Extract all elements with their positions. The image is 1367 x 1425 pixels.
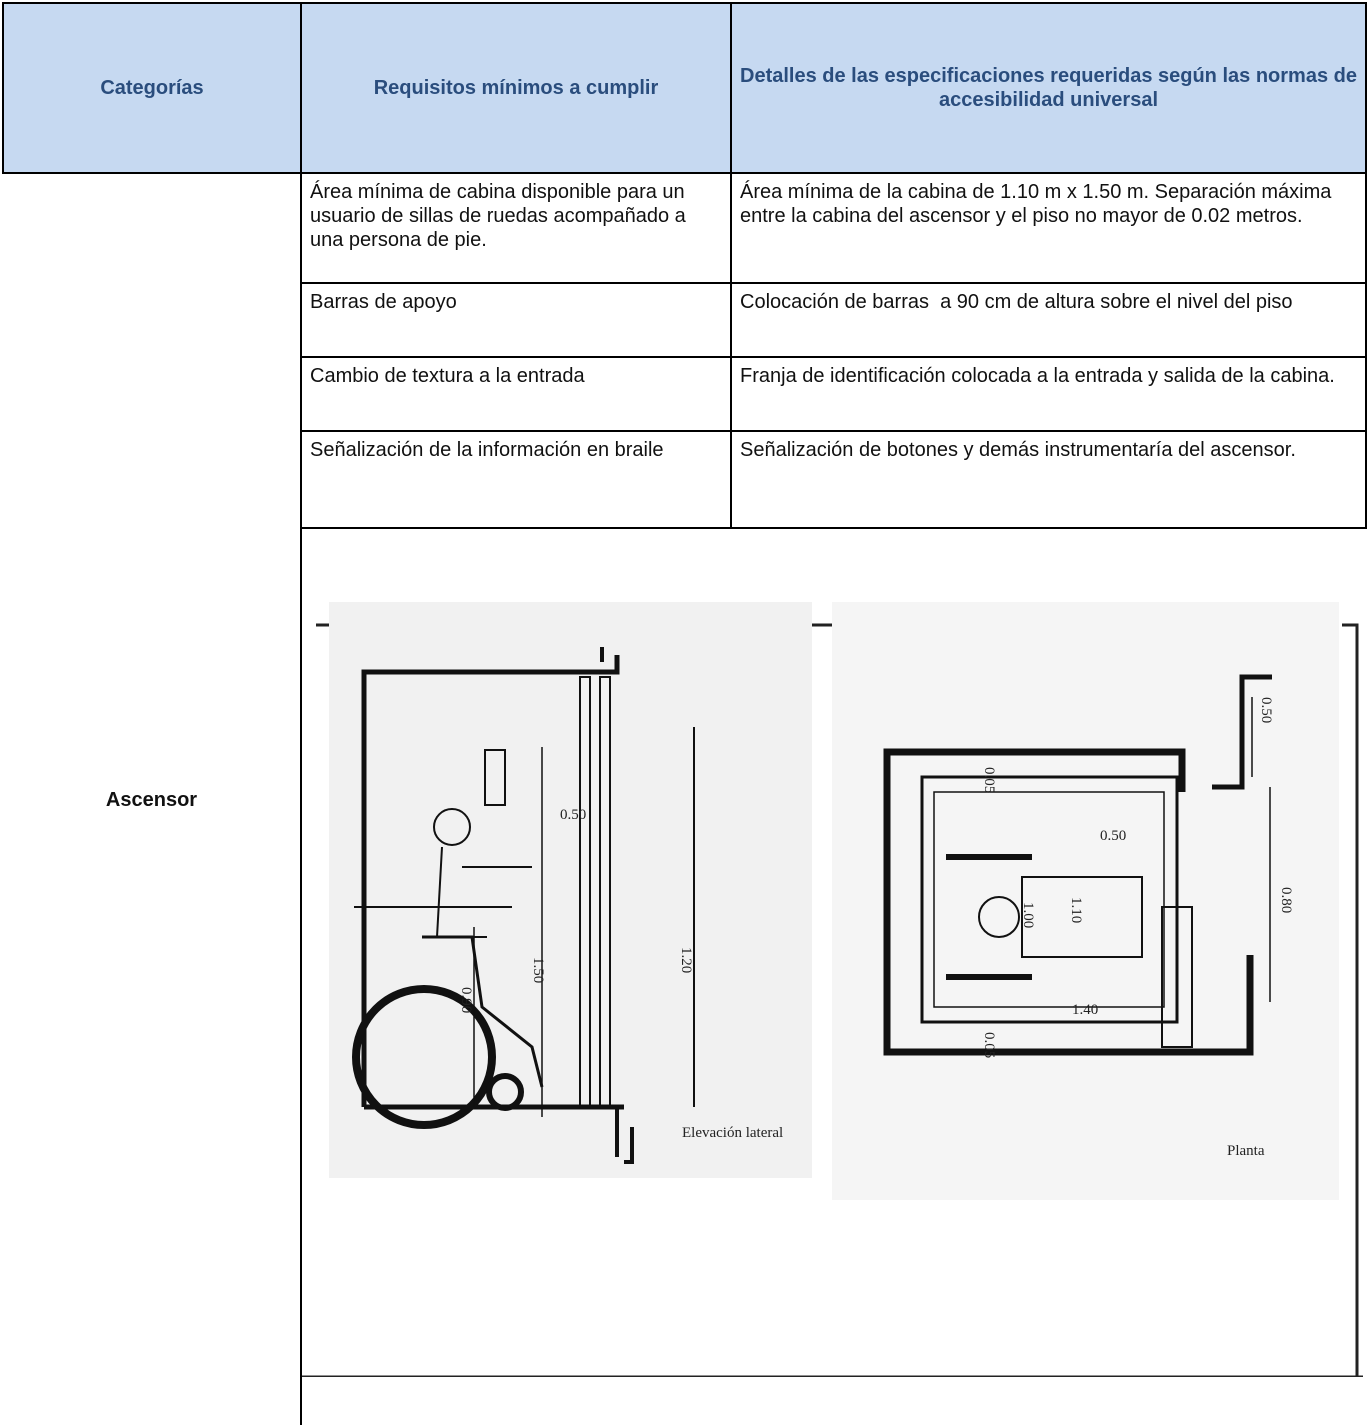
dimension-label: 1.20 (678, 947, 694, 973)
dimension-label: 0.05 (981, 767, 997, 793)
row: Ascensor Área mínima de cabina disponibl… (3, 172, 1367, 1425)
dimension-label: 0.80 (1278, 887, 1294, 913)
cell: Señalización de la información en braile (300, 430, 732, 529)
header-cell: Detalles de las especificaciones requeri… (730, 2, 1367, 174)
row: Cambio de textura a la entrada Franja de… (3, 356, 1367, 432)
cell: Área mínima de cabina disponible para un… (300, 172, 732, 284)
dimension-label: 0.90 (458, 987, 474, 1013)
category-cell: Ascensor (3, 172, 302, 1425)
cell: Área mínima de la cabina de 1.10 m x 1.5… (730, 172, 1367, 284)
header-cell: Requisitos mínimos a cumplir (300, 2, 732, 174)
figure-caption: Elevación lateral (682, 1125, 783, 1141)
row: Señalización de la información en braile… (3, 430, 1367, 529)
header-cell: Categorías (2, 2, 302, 174)
row: Barras de apoyo Colocación de barras a 9… (3, 282, 1367, 358)
figures: 0.50 1.50 1.20 0.90 Elevación lateral (302, 602, 1363, 1377)
header-row: Categorías Requisitos mínimos a cumplir … (2, 2, 1367, 174)
cell: Señalización de botones y demás instrume… (730, 430, 1367, 529)
figure-caption: Planta (1227, 1143, 1265, 1159)
dimension-label: 1.50 (530, 957, 546, 983)
dimension-label: 0.50 (1258, 697, 1274, 723)
dimension-label: 0.50 (560, 807, 586, 823)
dimension-label: 0.05 (981, 1032, 997, 1058)
figure-cell: 0.50 1.50 1.20 0.90 Elevación lateral (300, 527, 1366, 1425)
cell: Cambio de textura a la entrada (300, 356, 732, 432)
cell: Colocación de barras a 90 cm de altura s… (730, 282, 1367, 358)
plan-drawing: 0.50 0.05 1.00 1.10 0.80 1.40 0.05 0.50 … (832, 602, 1339, 1200)
dimension-label: 0.50 (1100, 828, 1126, 844)
cell: Franja de identificación colocada a la e… (730, 356, 1367, 432)
elevation-drawing: 0.50 1.50 1.20 0.90 Elevación lateral (329, 602, 812, 1178)
cell: Barras de apoyo (300, 282, 732, 358)
figure-row: 0.50 1.50 1.20 0.90 Elevación lateral (3, 527, 1366, 1425)
dimension-label: 1.10 (1068, 897, 1084, 923)
dimension-label: 1.40 (1072, 1002, 1098, 1018)
dimension-label: 1.00 (1020, 902, 1036, 928)
